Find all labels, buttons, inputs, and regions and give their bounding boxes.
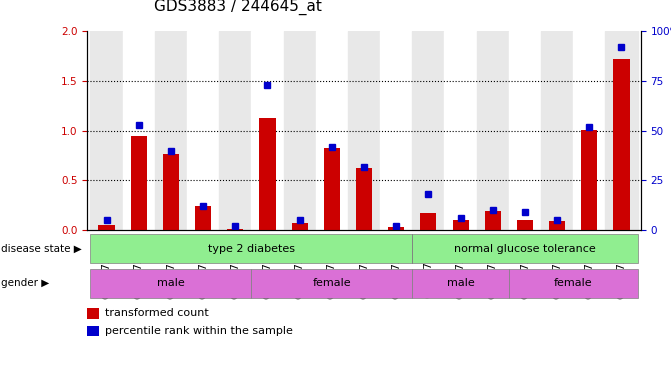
Bar <box>613 59 629 230</box>
Bar <box>380 31 412 230</box>
Bar <box>260 118 276 230</box>
Text: gender ▶: gender ▶ <box>1 278 49 288</box>
Bar <box>541 31 573 230</box>
Bar <box>87 326 99 336</box>
Bar <box>452 220 468 230</box>
Bar <box>444 31 476 230</box>
Bar <box>324 147 340 230</box>
Bar <box>252 31 284 230</box>
Bar <box>227 229 244 230</box>
Bar <box>163 154 179 230</box>
Bar <box>195 207 211 230</box>
Bar <box>412 268 509 298</box>
Bar <box>420 214 436 230</box>
Bar <box>476 31 509 230</box>
Bar <box>484 212 501 230</box>
Bar <box>412 31 444 230</box>
Bar <box>605 31 637 230</box>
Bar <box>219 31 252 230</box>
Bar <box>573 31 605 230</box>
Bar <box>91 268 252 298</box>
Text: female: female <box>554 278 592 288</box>
Bar <box>292 223 308 230</box>
Bar <box>91 234 412 263</box>
Bar <box>348 31 380 230</box>
Text: type 2 diabetes: type 2 diabetes <box>208 243 295 254</box>
Bar <box>549 222 565 230</box>
Bar <box>316 31 348 230</box>
Bar <box>155 31 187 230</box>
Bar <box>517 220 533 230</box>
Bar <box>509 268 637 298</box>
Text: percentile rank within the sample: percentile rank within the sample <box>105 326 293 336</box>
Bar <box>509 31 541 230</box>
Bar <box>87 308 99 319</box>
Bar <box>412 234 637 263</box>
Text: transformed count: transformed count <box>105 308 209 318</box>
Text: male: male <box>157 278 185 288</box>
Bar <box>284 31 316 230</box>
Bar <box>131 136 147 230</box>
Text: disease state ▶: disease state ▶ <box>1 243 81 254</box>
Text: female: female <box>313 278 351 288</box>
Bar <box>123 31 155 230</box>
Bar <box>187 31 219 230</box>
Text: GDS3883 / 244645_at: GDS3883 / 244645_at <box>154 0 322 15</box>
Text: normal glucose tolerance: normal glucose tolerance <box>454 243 596 254</box>
Text: male: male <box>447 278 474 288</box>
Bar <box>356 169 372 230</box>
Bar <box>99 225 115 230</box>
Bar <box>252 268 412 298</box>
Bar <box>581 129 597 230</box>
Bar <box>388 227 404 230</box>
Bar <box>91 31 123 230</box>
